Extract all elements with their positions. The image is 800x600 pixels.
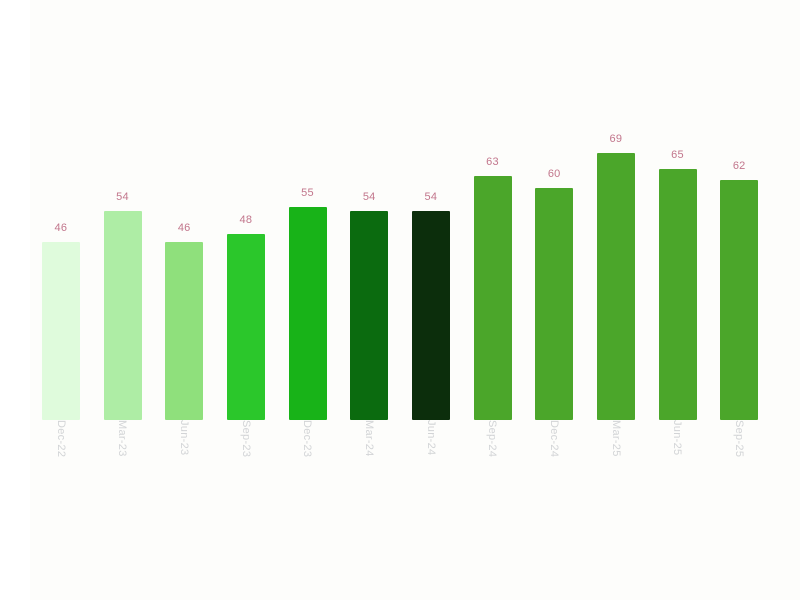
x-tick-sep-23: Sep-23: [215, 420, 277, 500]
bar-value-label: 54: [424, 191, 438, 204]
bar-value-label: 55: [301, 187, 314, 200]
bar-rect: [720, 180, 759, 420]
bar-rect: [473, 176, 512, 420]
bar-rect: [350, 211, 389, 420]
bar-dec-24[interactable]: 60: [535, 130, 574, 420]
x-tick-sep-24: Sep-24: [462, 420, 524, 500]
x-tick-mar-24: Mar-24: [338, 420, 400, 500]
bar-dec-23[interactable]: 55: [288, 130, 327, 420]
bar-sep-25[interactable]: 62: [720, 130, 759, 420]
bar-rect: [535, 188, 574, 420]
x-tick-label: Mar-23: [116, 420, 129, 457]
bar-value-label: 65: [671, 148, 684, 161]
bar-value-label: 62: [732, 160, 746, 173]
bar-value-label: 54: [116, 191, 129, 204]
x-tick-jun-25: Jun-25: [647, 420, 709, 500]
bar-value-label: 48: [239, 214, 253, 227]
x-tick-label: Mar-25: [609, 420, 622, 457]
bar-rect: [288, 207, 327, 420]
x-tick-mar-25: Mar-25: [585, 420, 647, 500]
x-tick-mar-23: Mar-23: [92, 420, 154, 500]
bar-sep-24[interactable]: 63: [473, 130, 512, 420]
bar-value-label: 60: [547, 168, 561, 180]
x-tick-label: Jun-23: [178, 420, 191, 456]
bar-value-label: 54: [362, 191, 376, 204]
bar-value-label: 46: [177, 222, 191, 235]
x-tick-label: Dec-23: [301, 420, 314, 458]
bar-value-label: 63: [486, 156, 499, 169]
x-tick-label: Sep-24: [486, 420, 499, 458]
x-tick-jun-24: Jun-24: [400, 420, 462, 500]
bar-mar-23[interactable]: 54: [103, 130, 142, 420]
x-tick-label: Mar-24: [363, 420, 376, 457]
x-axis-tick-area: Dec-22 Mar-23 Jun-23 Sep-23 Dec-23 Mar-24 Jun-…: [30, 420, 770, 500]
plot-area: 46 54 46 48 55 54 54 63 60 69 65 62: [30, 130, 770, 420]
bar-mar-24[interactable]: 54: [350, 130, 389, 420]
x-tick-label: Sep-25: [733, 420, 746, 458]
bar-value-label: 69: [609, 133, 623, 146]
x-tick-jun-23: Jun-23: [153, 420, 215, 500]
x-tick-label: Dec-22: [54, 420, 67, 458]
bar-jun-24[interactable]: 54: [411, 130, 450, 420]
bar-rect: [226, 234, 265, 420]
x-tick-label: Jun-25: [671, 420, 684, 456]
bar-jun-23[interactable]: 46: [165, 130, 204, 420]
bar-mar-25[interactable]: 69: [596, 130, 635, 420]
bar-rect: [103, 211, 142, 420]
x-tick-label: Dec-24: [548, 420, 561, 458]
x-tick-dec-23: Dec-23: [277, 420, 339, 500]
bar-jun-25[interactable]: 65: [658, 130, 697, 420]
bar-rect: [596, 153, 635, 420]
bar-rect: [165, 242, 204, 420]
bar-sep-23[interactable]: 48: [226, 130, 265, 420]
x-tick-sep-25: Sep-25: [708, 420, 770, 500]
bar-rect: [411, 211, 450, 420]
x-tick-dec-22: Dec-22: [30, 420, 92, 500]
x-tick-label: Sep-23: [239, 420, 252, 458]
x-tick-label: Jun-24: [424, 420, 437, 456]
bar-rect: [41, 242, 80, 420]
bar-dec-22[interactable]: 46: [41, 130, 80, 420]
bar-rect: [658, 168, 697, 420]
bar-value-label: 46: [54, 222, 68, 235]
x-tick-dec-24: Dec-24: [523, 420, 585, 500]
